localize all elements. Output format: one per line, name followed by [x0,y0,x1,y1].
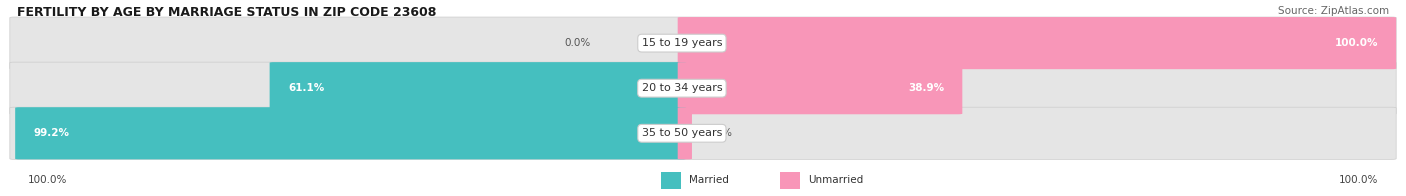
Text: Source: ZipAtlas.com: Source: ZipAtlas.com [1278,6,1389,16]
Text: 0.82%: 0.82% [699,128,733,138]
Text: 100.0%: 100.0% [28,175,67,185]
Text: 100.0%: 100.0% [1334,38,1378,48]
Text: 35 to 50 years: 35 to 50 years [641,128,723,138]
Text: 61.1%: 61.1% [288,83,325,93]
FancyBboxPatch shape [15,107,686,159]
Text: 99.2%: 99.2% [34,128,69,138]
FancyBboxPatch shape [678,62,962,114]
Text: Married: Married [689,175,728,185]
Text: 38.9%: 38.9% [908,83,943,93]
Text: 100.0%: 100.0% [1339,175,1378,185]
Text: FERTILITY BY AGE BY MARRIAGE STATUS IN ZIP CODE 23608: FERTILITY BY AGE BY MARRIAGE STATUS IN Z… [17,6,436,19]
FancyBboxPatch shape [270,62,686,114]
FancyBboxPatch shape [678,107,692,159]
FancyBboxPatch shape [10,17,1396,69]
Text: 15 to 19 years: 15 to 19 years [641,38,723,48]
Text: 0.0%: 0.0% [564,38,591,48]
Text: Unmarried: Unmarried [808,175,863,185]
Text: 20 to 34 years: 20 to 34 years [641,83,723,93]
FancyBboxPatch shape [661,172,681,189]
FancyBboxPatch shape [10,107,1396,159]
FancyBboxPatch shape [780,172,800,189]
FancyBboxPatch shape [10,62,1396,114]
FancyBboxPatch shape [678,17,1396,69]
